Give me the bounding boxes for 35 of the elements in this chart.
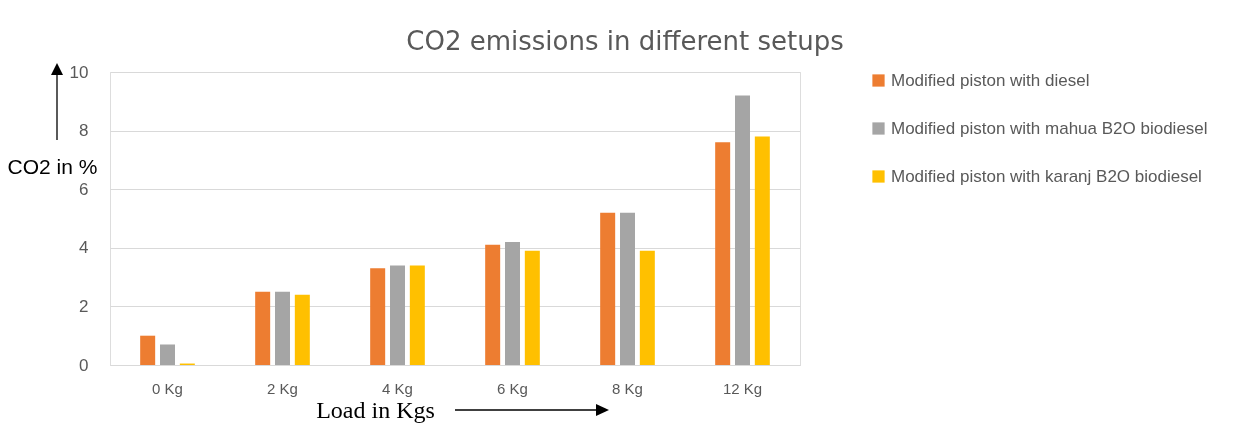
x-tick-label: 6 Kg	[497, 379, 528, 397]
bar	[294, 294, 310, 365]
x-tick-label: 12 Kg	[722, 379, 763, 397]
bar	[485, 244, 501, 365]
y-tick-label: 8	[79, 121, 89, 141]
y-tick-label: 4	[79, 238, 89, 258]
bar	[620, 212, 635, 365]
bar	[160, 344, 175, 365]
bar	[505, 241, 520, 365]
bar	[754, 136, 770, 365]
bar	[390, 265, 405, 365]
bar	[715, 142, 731, 365]
y-tick-label: 0	[79, 355, 89, 375]
x-axis-title: Load in Kgs	[316, 396, 435, 423]
y-tick-label: 2	[79, 296, 89, 316]
bar	[524, 250, 540, 365]
bar	[370, 268, 386, 365]
x-tick-label: 0 Kg	[152, 379, 183, 397]
bar	[639, 250, 655, 365]
bar	[255, 291, 271, 365]
legend-label: Modified piston with mahua B2O biodiesel	[891, 118, 1208, 138]
y-axis-title: CO2 in %	[7, 154, 98, 178]
x-tick-label: 2 Kg	[267, 379, 298, 397]
bar	[600, 212, 616, 365]
bar	[140, 335, 156, 365]
bar	[409, 265, 425, 365]
x-tick-label: 8 Kg	[612, 379, 643, 397]
chart-title: CO2 emissions in different setups	[406, 26, 844, 56]
legend-label: Modified piston with diesel	[891, 70, 1090, 90]
x-tick-label: 4 Kg	[382, 379, 413, 397]
y-tick-label: 10	[69, 62, 89, 82]
legend-label: Modified piston with karanj B2O biodiesel	[891, 166, 1202, 186]
bar	[275, 291, 290, 365]
y-tick-label: 6	[79, 179, 89, 199]
bar	[735, 95, 750, 365]
